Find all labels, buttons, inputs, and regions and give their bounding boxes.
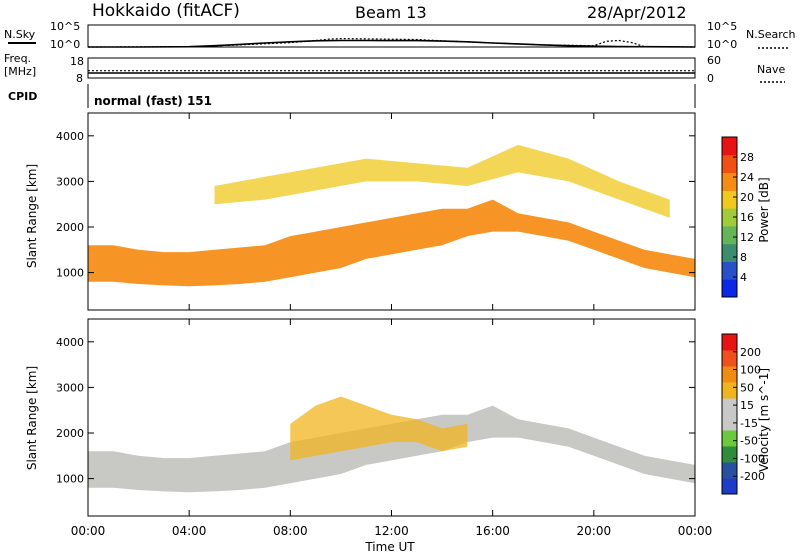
velocity-colorbar-swatch-9 <box>722 334 737 351</box>
velocity-colorbar-swatch-3 <box>722 430 737 447</box>
velocity-ytick-label-1: 2000 <box>56 427 84 440</box>
xtick-label-5: 20:00 <box>577 524 612 538</box>
velocity-ylabel: Slant Range [km] <box>25 366 39 470</box>
time-axis-ticks: 00:00 04:00 08:00 12:00 16:00 20:00 00:00 <box>71 113 713 538</box>
noise-tick-top-right: 10^5 <box>707 20 737 33</box>
power-ytick-label-2: 3000 <box>56 175 84 188</box>
power-colorbar-swatch-6 <box>722 172 737 191</box>
power-colorbar-swatch-4 <box>722 208 737 227</box>
velocity-ytick-label-0: 1000 <box>56 473 84 486</box>
velocity-colorbar-tick-label-7: 200 <box>740 346 761 359</box>
velocity-colorbar-frame <box>721 333 738 495</box>
velocity-colorbar-tick-label-5: 50 <box>740 381 754 394</box>
velocity-colorbar-swatch-1 <box>722 462 737 479</box>
velocity-colorbar-swatch-7 <box>722 366 737 383</box>
power-colorbar-swatch-1 <box>722 261 737 280</box>
velocity-colorbar-tick-label-4: 15 <box>740 399 754 412</box>
velocity-colorbar-swatch-4 <box>722 414 737 431</box>
velocity-colorbar: -200 -100 -50 -15 15 50 100 200 <box>721 333 765 495</box>
xtick-label-2: 08:00 <box>273 524 308 538</box>
beam-title: Beam 13 <box>355 3 427 22</box>
power-colorbar-tick-label-6: 28 <box>740 151 754 164</box>
power-colorbar-swatch-8 <box>722 137 737 156</box>
power-ytick-label-3: 4000 <box>56 130 84 143</box>
power-colorbar-tick-label-1: 8 <box>740 251 747 264</box>
power-colorbar-tick-label-5: 24 <box>740 171 754 184</box>
freq-series-group <box>88 70 695 74</box>
noise-series-group <box>87 37 696 48</box>
power-colorbar-swatch-5 <box>722 190 737 209</box>
velocity-colorbar-tick-label-0: -200 <box>740 470 765 483</box>
power-region-0 <box>88 199 695 287</box>
power-colorbar-swatch-0 <box>722 279 737 298</box>
freq-tick-bottom: 8 <box>76 72 83 85</box>
velocity-region-1 <box>290 396 468 461</box>
power-region-1 <box>214 144 670 218</box>
noise-tick-bottom-right: 10^0 <box>707 38 737 51</box>
power-yticks-group: 1000 2000 3000 4000 <box>56 130 695 280</box>
power-colorbar: 4 8 12 16 20 24 28 <box>721 136 754 298</box>
station-title: Hokkaido (fitACF) <box>92 1 240 21</box>
velocity-colorbar-swatch-0 <box>722 478 737 495</box>
noise-tick-bottom-left: 10^0 <box>50 38 80 51</box>
freq-tick-top: 18 <box>70 55 84 68</box>
nsearch-label: N.Search <box>746 28 796 41</box>
freq-strip-frame <box>87 57 696 79</box>
noise-series-line-0 <box>88 39 696 48</box>
nave-tick-top: 60 <box>707 54 721 67</box>
xtick-label-6: 00:00 <box>678 524 713 538</box>
velocity-ytick-label-3: 4000 <box>56 336 84 349</box>
power-colorbar-tick-label-3: 16 <box>740 211 754 224</box>
velocity-colorbar-tick-label-1: -100 <box>740 452 765 465</box>
cpid-label: CPID <box>8 90 37 103</box>
power-colorbar-label: Power [dB] <box>757 177 771 242</box>
velocity-yticks-group: 1000 2000 3000 4000 <box>56 336 695 486</box>
power-ylabel: Slant Range [km] <box>25 164 39 268</box>
xtick-label-4: 16:00 <box>475 524 510 538</box>
velocity-colorbar-swatch-8 <box>722 350 737 367</box>
velocity-colorbar-tick-label-6: 100 <box>740 364 761 377</box>
velocity-colorbar-swatch-2 <box>722 446 737 463</box>
freq-unit-label: [MHz] <box>4 65 36 78</box>
power-colorbar-swatch-3 <box>722 225 737 245</box>
power-ytick-label-0: 1000 <box>56 267 84 280</box>
velocity-colorbar-tick-label-3: -15 <box>740 417 758 430</box>
velocity-data-group <box>88 396 695 493</box>
date-title: 28/Apr/2012 <box>587 3 687 22</box>
power-colorbar-tick-label-0: 4 <box>740 271 747 284</box>
noise-tick-top-left: 10^5 <box>50 20 80 33</box>
velocity-ytick-label-2: 3000 <box>56 381 84 394</box>
nave-label: Nave <box>757 63 785 76</box>
power-colorbar-tick-label-2: 12 <box>740 231 754 244</box>
power-colorbar-swatch-7 <box>722 154 737 174</box>
power-data-group <box>88 144 695 287</box>
power-colorbar-tick-label-4: 20 <box>740 191 754 204</box>
noise-strip-frame <box>87 24 696 48</box>
noise-series-line-1 <box>87 37 696 48</box>
velocity-colorbar-swatch-6 <box>722 382 737 399</box>
velocity-colorbar-tick-label-2: -50 <box>740 435 758 448</box>
time-axis-label: Time UT <box>364 540 415 554</box>
xtick-label-1: 04:00 <box>172 524 207 538</box>
xtick-label-0: 00:00 <box>71 524 106 538</box>
xtick-label-3: 12:00 <box>374 524 409 538</box>
power-ytick-label-1: 2000 <box>56 221 84 234</box>
velocity-colorbar-label: Velocity [m s^-1] <box>757 368 771 472</box>
nsky-label: N.Sky <box>4 28 36 41</box>
cpid-value: normal (fast) 151 <box>94 94 212 108</box>
velocity-region-0 <box>88 405 695 493</box>
power-colorbar-swatch-2 <box>722 243 737 262</box>
nave-tick-bottom: 0 <box>707 72 714 85</box>
freq-label: Freq. <box>4 52 31 65</box>
velocity-colorbar-swatch-5 <box>722 398 737 415</box>
